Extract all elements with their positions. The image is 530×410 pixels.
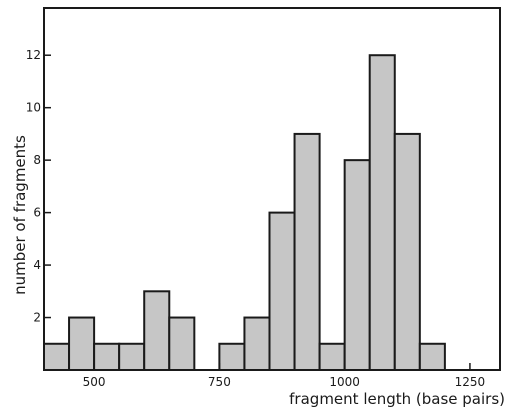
histogram-bar xyxy=(393,132,421,371)
plot-frame xyxy=(43,7,501,371)
histogram-bar xyxy=(293,132,321,371)
x-tick-label: 500 xyxy=(83,375,106,389)
x-tick-label: 750 xyxy=(208,375,231,389)
histogram-bar xyxy=(118,342,146,372)
histogram-bar xyxy=(268,211,296,371)
histogram-bar xyxy=(93,342,121,372)
y-tick-label: 8 xyxy=(33,153,41,167)
y-tick-label: 4 xyxy=(33,258,41,272)
histogram-bar xyxy=(318,342,346,372)
y-tick-label: 12 xyxy=(26,48,41,62)
bars-group xyxy=(43,54,446,372)
y-tick-label: 10 xyxy=(26,101,41,115)
x-tick-label: 1000 xyxy=(329,375,360,389)
histogram-bar xyxy=(418,342,446,372)
histogram-bar xyxy=(43,342,71,372)
histogram-bar xyxy=(343,159,371,371)
x-tick-label: 1250 xyxy=(455,375,486,389)
histogram-bar xyxy=(243,316,271,371)
y-tick-label: 2 xyxy=(33,311,41,325)
y-tick-label: 6 xyxy=(33,206,41,220)
histogram-bar xyxy=(143,290,171,372)
x-axis-label: fragment length (base pairs) xyxy=(289,390,505,408)
y-axis-label: number of fragments xyxy=(11,135,29,295)
x-axis-ticks: 500 750 1000 1250 xyxy=(83,363,486,389)
y-axis-ticks: 2 4 6 8 10 12 xyxy=(26,48,51,325)
histogram-bar xyxy=(368,54,396,372)
histogram-bar xyxy=(68,316,96,371)
histogram-bar xyxy=(218,342,246,372)
histogram-bar xyxy=(168,316,196,371)
